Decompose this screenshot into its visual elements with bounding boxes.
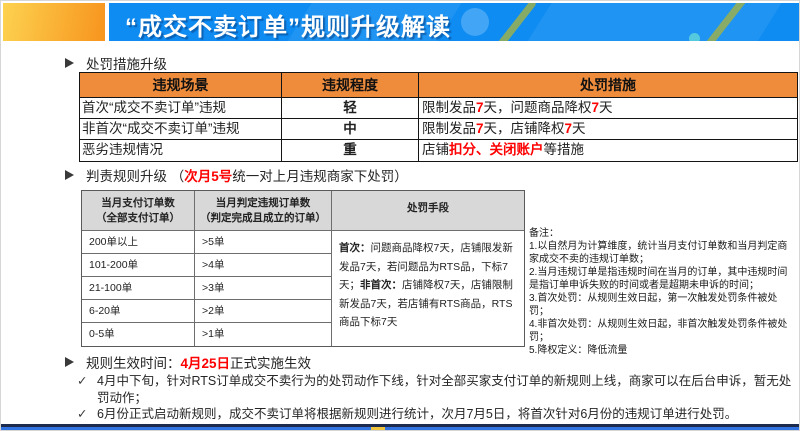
column-header-violation-orders: 当月判定违规订单数 （判定完成且成立的订单）	[195, 191, 332, 231]
table-cell-level: 轻	[282, 98, 419, 119]
arrow-icon	[65, 58, 74, 68]
table-cell-orders: 0-5单	[82, 323, 195, 346]
table-cell-violations: >4单	[195, 254, 332, 277]
header-decor-circle	[689, 33, 700, 41]
table-cell-violations: >1单	[195, 323, 332, 346]
bullet-text: 6月份正式启动新规则，成交不卖订单将根据新规则进行统计，次月7月5日，将首次针对…	[97, 407, 738, 421]
column-header-scene: 违规场景	[80, 73, 282, 98]
table-cell-scene: 恶劣违规情况	[80, 140, 282, 161]
section-heading-judgement: 判责规则升级 （次月5号统一对上月违规商家下处罚）	[65, 165, 408, 185]
header-accent-block	[3, 3, 105, 41]
arrow-icon	[65, 170, 74, 180]
header-decor-stripe	[519, 3, 789, 41]
section-heading-judgement-label: 判责规则升级 （次月5号统一对上月违规商家下处罚）	[86, 169, 408, 184]
section-heading-penalty: 处罚措施升级	[65, 53, 167, 73]
page-title: “成交不卖订单”规则升级解读	[125, 14, 451, 41]
table-cell-orders: 21-100单	[82, 277, 195, 300]
table-cell-orders: 101-200单	[82, 254, 195, 277]
table-cell-measure: 限制发品7天，店铺降权7天	[419, 119, 797, 140]
footer-bar-dark-line	[1, 424, 799, 427]
table-cell-orders: 6-20单	[82, 300, 195, 323]
check-icon: ✓	[77, 407, 88, 421]
table-cell-level: 重	[282, 140, 419, 161]
table-cell-penalty-means: 首次：问题商品降权7天，店铺限发新发品7天，若问题品为RTS品，下标7天；非首次…	[339, 242, 513, 328]
section-heading-effective-date-label: 规则生效时间：4月25日正式实施生效	[86, 356, 312, 371]
table-cell-orders: 200单以上	[82, 231, 195, 254]
note-line: 2.当月违规订单是指违规时间在当月的订单，其中违规时间是指订单申诉失败的时间或者…	[529, 267, 788, 291]
table-cell-violations: >2单	[195, 300, 332, 323]
table-cell-level: 中	[282, 119, 419, 140]
header-bar: “成交不卖订单”规则升级解读	[109, 3, 799, 41]
column-header-level: 违规程度	[282, 73, 419, 98]
check-icon: ✓	[77, 374, 88, 388]
note-line: 3.首次处罚：从规则生效日起，第一次触发处罚条件被处罚；	[529, 293, 778, 317]
column-header-paid-orders: 当月支付订单数 （全部支付订单）	[82, 191, 195, 231]
table-cell-measure: 店铺扣分、关闭账户等措施	[422, 142, 584, 157]
column-header-line: 当月支付订单数	[101, 197, 175, 209]
column-header-line: 当月判定违规订单数	[215, 197, 311, 209]
note-line: 4.非首次处罚：从规则生效日起，非首次触发处罚条件被处罚；	[529, 319, 788, 343]
column-header-line: （判定完成且成立的订单）	[200, 212, 326, 224]
header-decor-circle	[461, 8, 489, 36]
note-line: 备注：	[529, 228, 559, 239]
column-header-penalty-means: 处罚手段	[332, 191, 524, 231]
section-heading-penalty-label: 处罚措施升级	[86, 57, 167, 72]
bullet-item: ✓ 6月份正式启动新规则，成交不卖订单将根据新规则进行统计，次月7月5日，将首次…	[77, 406, 799, 423]
column-header-measure: 处罚措施	[419, 73, 797, 98]
table-cell-measure: 限制发品7天，问题商品降权7天	[419, 98, 797, 119]
table-cell-violations: >5单	[195, 231, 332, 254]
arrow-icon	[65, 357, 74, 367]
bullet-text: 4月中下旬，针对RTS订单成交不卖行为的处罚动作下线，针对全部买家支付订单的新规…	[97, 374, 792, 405]
note-line: 1.以自然月为计算维度，统计当月支付订单数和当月判定商家成交不卖的违规订单数；	[529, 241, 788, 265]
footer-bar	[1, 427, 799, 430]
section-heading-effective-date: 规则生效时间：4月25日正式实施生效	[65, 352, 311, 372]
table-cell-violations: >3单	[195, 277, 332, 300]
table-cell-scene: 非首次“成交不卖订单”违规	[80, 119, 282, 140]
footer-bar-accent	[371, 427, 385, 430]
judgement-table: 当月支付订单数 （全部支付订单） 当月判定违规订单数 （判定完成且成立的订单） …	[81, 190, 525, 347]
note-line: 5.降权定义：降低流量	[529, 345, 628, 356]
bullet-item: ✓ 4月中下旬，针对RTS订单成交不卖行为的处罚动作下线，针对全部买家支付订单的…	[77, 373, 799, 406]
column-header-line: （全部支付订单）	[96, 212, 180, 224]
table-cell-scene: 首次“成交不卖订单”违规	[80, 98, 282, 119]
penalty-table: 违规场景 违规程度 处罚措施 首次“成交不卖订单”违规 轻 限制发品7天，问题商…	[79, 72, 798, 162]
notes-block: 备注： 1.以自然月为计算维度，统计当月支付订单数和当月判定商家成交不卖的违规订…	[529, 227, 797, 357]
